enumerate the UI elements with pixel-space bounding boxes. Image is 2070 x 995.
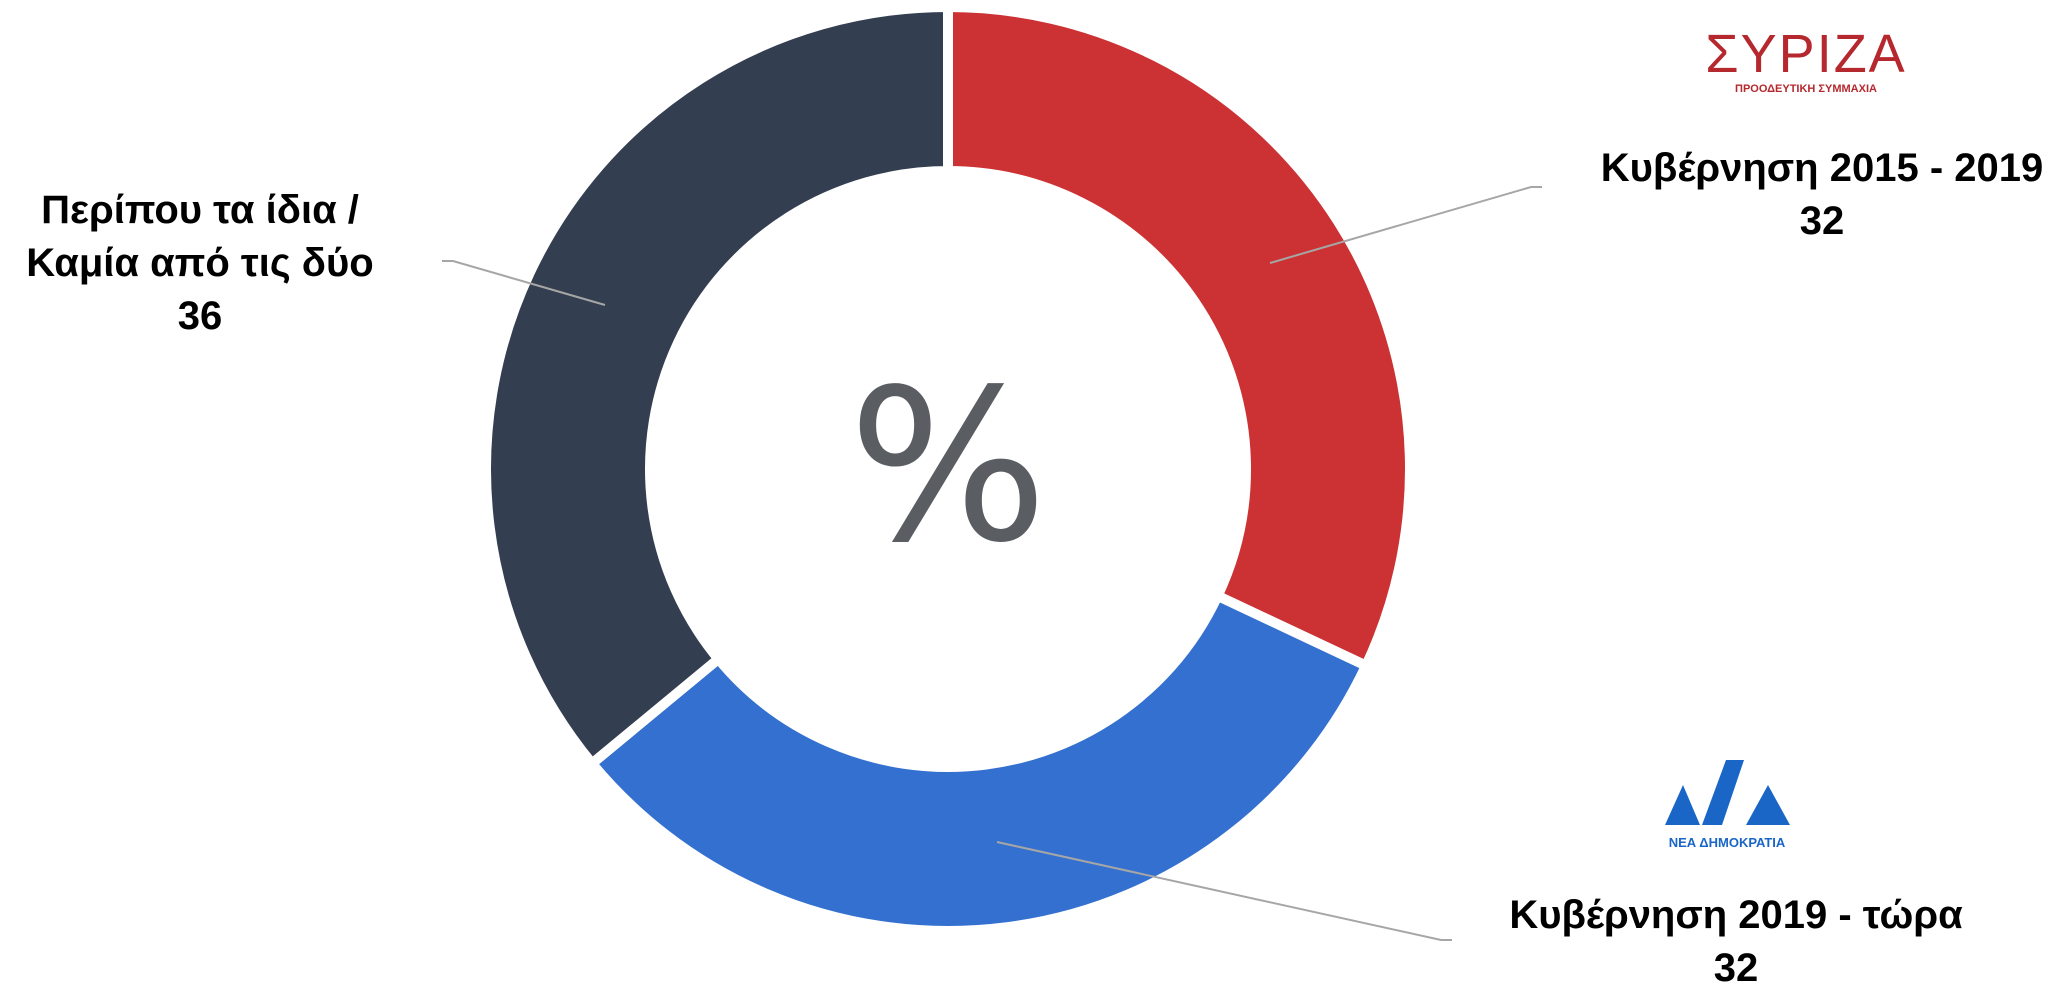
donut-slice [584, 589, 1373, 936]
leader-line [442, 260, 606, 306]
leader-line [1269, 186, 1542, 264]
center-label: % [848, 344, 1048, 589]
logo-name: ΝΔ [1726, 820, 1728, 823]
slice-value: 36 [177, 294, 223, 338]
slice-label: Κυβέρνηση 2015 - 2019 [1600, 146, 2044, 190]
slice-label: Κυβέρνηση 2019 - τώρα [1509, 893, 1963, 937]
slice-value: 32 [1799, 199, 1845, 243]
logo-shape [1665, 760, 1790, 825]
donut-slice [481, 1, 953, 771]
donut-slice [943, 1, 1415, 673]
slice-label: Περίπου τα ίδια / Καμία από τις δύο [26, 188, 374, 285]
logo-subtitle: ΝΕΑ ΔΗΜΟΚΡΑΤΙΑ [1669, 835, 1786, 850]
logo-name: ΣΥΡΙΖΑ [1705, 24, 1906, 84]
logo-subtitle: ΠΡΟΟΔΕΥΤΙΚΗ ΣΥΜΜΑΧΙΑ [1735, 83, 1877, 95]
slice-value: 32 [1713, 946, 1759, 990]
leader-line [996, 841, 1452, 941]
